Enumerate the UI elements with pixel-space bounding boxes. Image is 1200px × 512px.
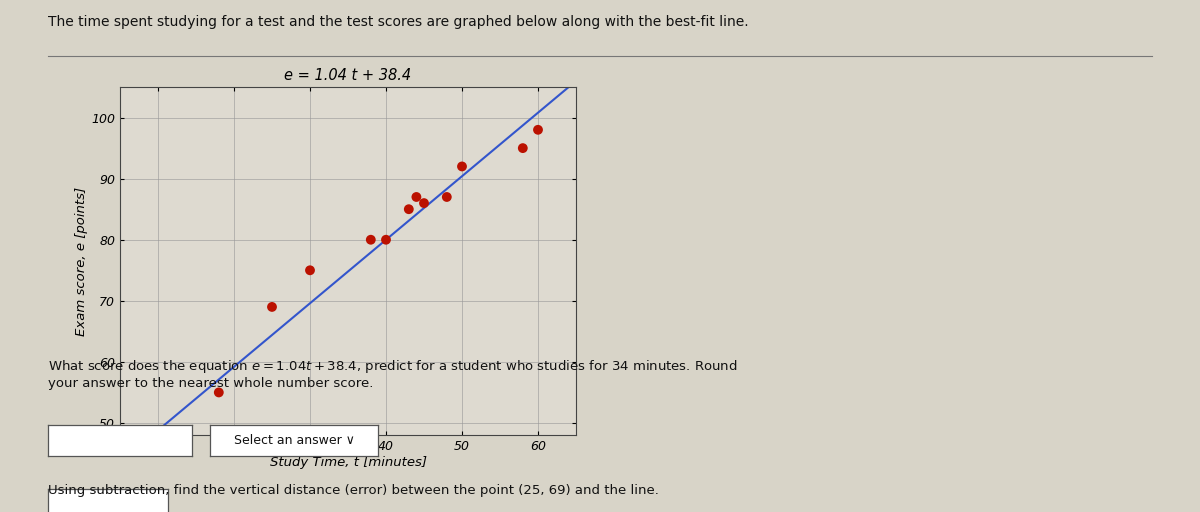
Y-axis label: Exam score, e [points]: Exam score, e [points] bbox=[76, 186, 89, 336]
Point bbox=[377, 236, 396, 244]
Point bbox=[361, 236, 380, 244]
Point bbox=[514, 144, 533, 152]
Point bbox=[452, 162, 472, 170]
Point bbox=[300, 266, 319, 274]
Text: What score does the equation $e = 1.04t + 38.4$, predict for a student who studi: What score does the equation $e = 1.04t … bbox=[48, 358, 738, 390]
X-axis label: Study Time, t [minutes]: Study Time, t [minutes] bbox=[270, 456, 426, 469]
Point bbox=[209, 388, 228, 396]
Title: e = 1.04 t + 38.4: e = 1.04 t + 38.4 bbox=[284, 68, 412, 83]
Text: The time spent studying for a test and the test scores are graphed below along w: The time spent studying for a test and t… bbox=[48, 15, 749, 29]
Point bbox=[437, 193, 456, 201]
Point bbox=[528, 126, 547, 134]
Point bbox=[400, 205, 419, 214]
Point bbox=[414, 199, 433, 207]
Text: Using subtraction, find the vertical distance (error) between the point (25, 69): Using subtraction, find the vertical dis… bbox=[48, 484, 659, 497]
Point bbox=[407, 193, 426, 201]
Point bbox=[263, 303, 282, 311]
Text: Select an answer ∨: Select an answer ∨ bbox=[234, 434, 354, 447]
